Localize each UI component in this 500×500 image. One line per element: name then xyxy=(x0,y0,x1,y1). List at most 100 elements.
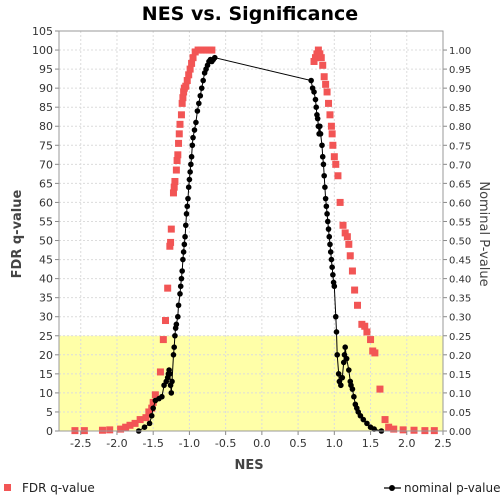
fdr-point xyxy=(317,54,325,62)
fdr-point xyxy=(178,99,186,107)
fdr-point xyxy=(156,368,164,376)
nominal-p-value-series xyxy=(135,54,385,434)
y-left-tick-label: 85 xyxy=(39,101,53,114)
fdr-point xyxy=(367,336,375,344)
fdr-point xyxy=(346,252,354,260)
nominal-p-value-point xyxy=(321,172,327,179)
nominal-p-value-point xyxy=(198,85,205,91)
y-right-tick-label: 0.45 xyxy=(449,256,471,267)
nominal-p-value-point xyxy=(183,211,190,217)
fdr-point xyxy=(98,426,106,434)
fdr-point xyxy=(330,153,338,161)
nominal-p-value-point xyxy=(182,233,188,240)
fdr-point xyxy=(106,426,114,434)
fdr-point xyxy=(188,59,196,67)
fdr-point xyxy=(183,77,191,85)
fdr-series xyxy=(71,46,438,435)
nominal-p-value-point xyxy=(180,249,187,255)
nominal-p-value-point xyxy=(364,420,370,427)
nominal-p-value-point xyxy=(168,390,175,396)
fdr-point xyxy=(323,88,331,96)
nominal-p-value-point xyxy=(169,378,175,385)
nominal-p-value-point xyxy=(191,127,198,133)
nominal-p-value-point xyxy=(335,371,342,377)
fdr-point xyxy=(311,54,319,62)
x-tick-label: -0.5 xyxy=(215,437,236,450)
nominal-p-value-point xyxy=(194,108,201,114)
y-right-tick-label: 0.50 xyxy=(449,237,471,248)
nominal-p-value-point xyxy=(322,184,328,190)
nominal-p-value-point xyxy=(189,142,196,149)
y-left-tick-label: 5 xyxy=(46,406,53,419)
fdr-point xyxy=(162,317,170,325)
nominal-p-value-point xyxy=(177,291,183,297)
legend-pvalue-label: nominal p-value xyxy=(404,481,500,495)
nominal-p-value-point xyxy=(175,313,181,320)
fdr-point xyxy=(336,198,344,206)
fdr-point xyxy=(136,416,144,424)
nominal-p-value-point xyxy=(159,393,165,400)
y-left-tick-label: 95 xyxy=(39,63,53,76)
fdr-point xyxy=(332,160,340,168)
fdr-point xyxy=(186,65,194,73)
y-left-tick-label: 65 xyxy=(39,177,53,190)
y-left-tick-label: 10 xyxy=(39,387,53,400)
fdr-point xyxy=(376,385,384,393)
fdr-point xyxy=(176,120,184,128)
fdr-point xyxy=(179,94,187,102)
fdr-point xyxy=(167,238,175,246)
nominal-p-value-point xyxy=(196,100,202,107)
fdr-point xyxy=(381,416,389,424)
fdr-point xyxy=(122,423,130,431)
nominal-p-value-point xyxy=(172,332,178,339)
fdr-point xyxy=(326,111,334,119)
y-left-tick-label: 25 xyxy=(39,330,53,343)
nominal-p-value-point xyxy=(317,123,323,130)
fdr-point xyxy=(175,139,183,147)
nominal-p-value-point xyxy=(177,283,184,290)
nominal-p-value-point xyxy=(322,195,329,202)
fdr-point xyxy=(354,301,362,309)
fdr-point xyxy=(117,425,125,433)
nominal-p-value-point xyxy=(178,275,185,282)
y-left-tick-label: 105 xyxy=(32,25,53,38)
fdr-point xyxy=(173,157,181,165)
y-right-tick-label: 0.60 xyxy=(449,198,471,209)
y-right-tick-label: 0.35 xyxy=(449,294,471,305)
nominal-p-value-point xyxy=(328,256,335,263)
y-left-tick-label: 75 xyxy=(39,139,53,152)
fdr-point xyxy=(172,166,180,174)
fdr-point xyxy=(329,141,337,149)
legend-fdr-label: FDR q-value xyxy=(22,481,95,495)
fdr-point xyxy=(410,426,418,434)
nominal-p-value-point xyxy=(311,89,317,95)
fdr-point xyxy=(371,349,379,357)
fdr-point xyxy=(167,225,175,233)
nominal-p-value-point xyxy=(170,352,177,358)
y-left-tick-label: 60 xyxy=(39,196,53,209)
nominal-p-value-point xyxy=(185,184,192,190)
y-right-tick-label: 0.85 xyxy=(449,103,471,114)
left-axis-title: FDR q-value xyxy=(10,189,25,278)
fdr-point xyxy=(177,111,185,119)
fdr-point xyxy=(174,151,182,159)
y-left-tick-label: 90 xyxy=(39,82,53,95)
nominal-p-value-point xyxy=(148,412,155,419)
y-right-tick-label: 0.90 xyxy=(449,84,471,95)
nominal-p-value-point xyxy=(150,405,156,411)
y-right-tick-label: 0.00 xyxy=(449,427,471,438)
fdr-point xyxy=(348,267,356,275)
nominal-p-value-point xyxy=(319,153,326,160)
fdr-point xyxy=(171,177,179,185)
fdr-point xyxy=(189,54,197,62)
fdr-point xyxy=(322,80,330,88)
fdr-point xyxy=(351,286,359,294)
x-tick-label: -2.5 xyxy=(70,437,91,450)
nominal-p-value-point xyxy=(324,211,330,217)
nominal-p-value-point xyxy=(325,226,332,232)
y-right-tick-label: 0.30 xyxy=(449,313,471,324)
nominal-p-value-point xyxy=(334,352,341,358)
y-right-tick-label: 1.00 xyxy=(449,46,471,57)
nominal-p-value-point xyxy=(175,302,182,309)
